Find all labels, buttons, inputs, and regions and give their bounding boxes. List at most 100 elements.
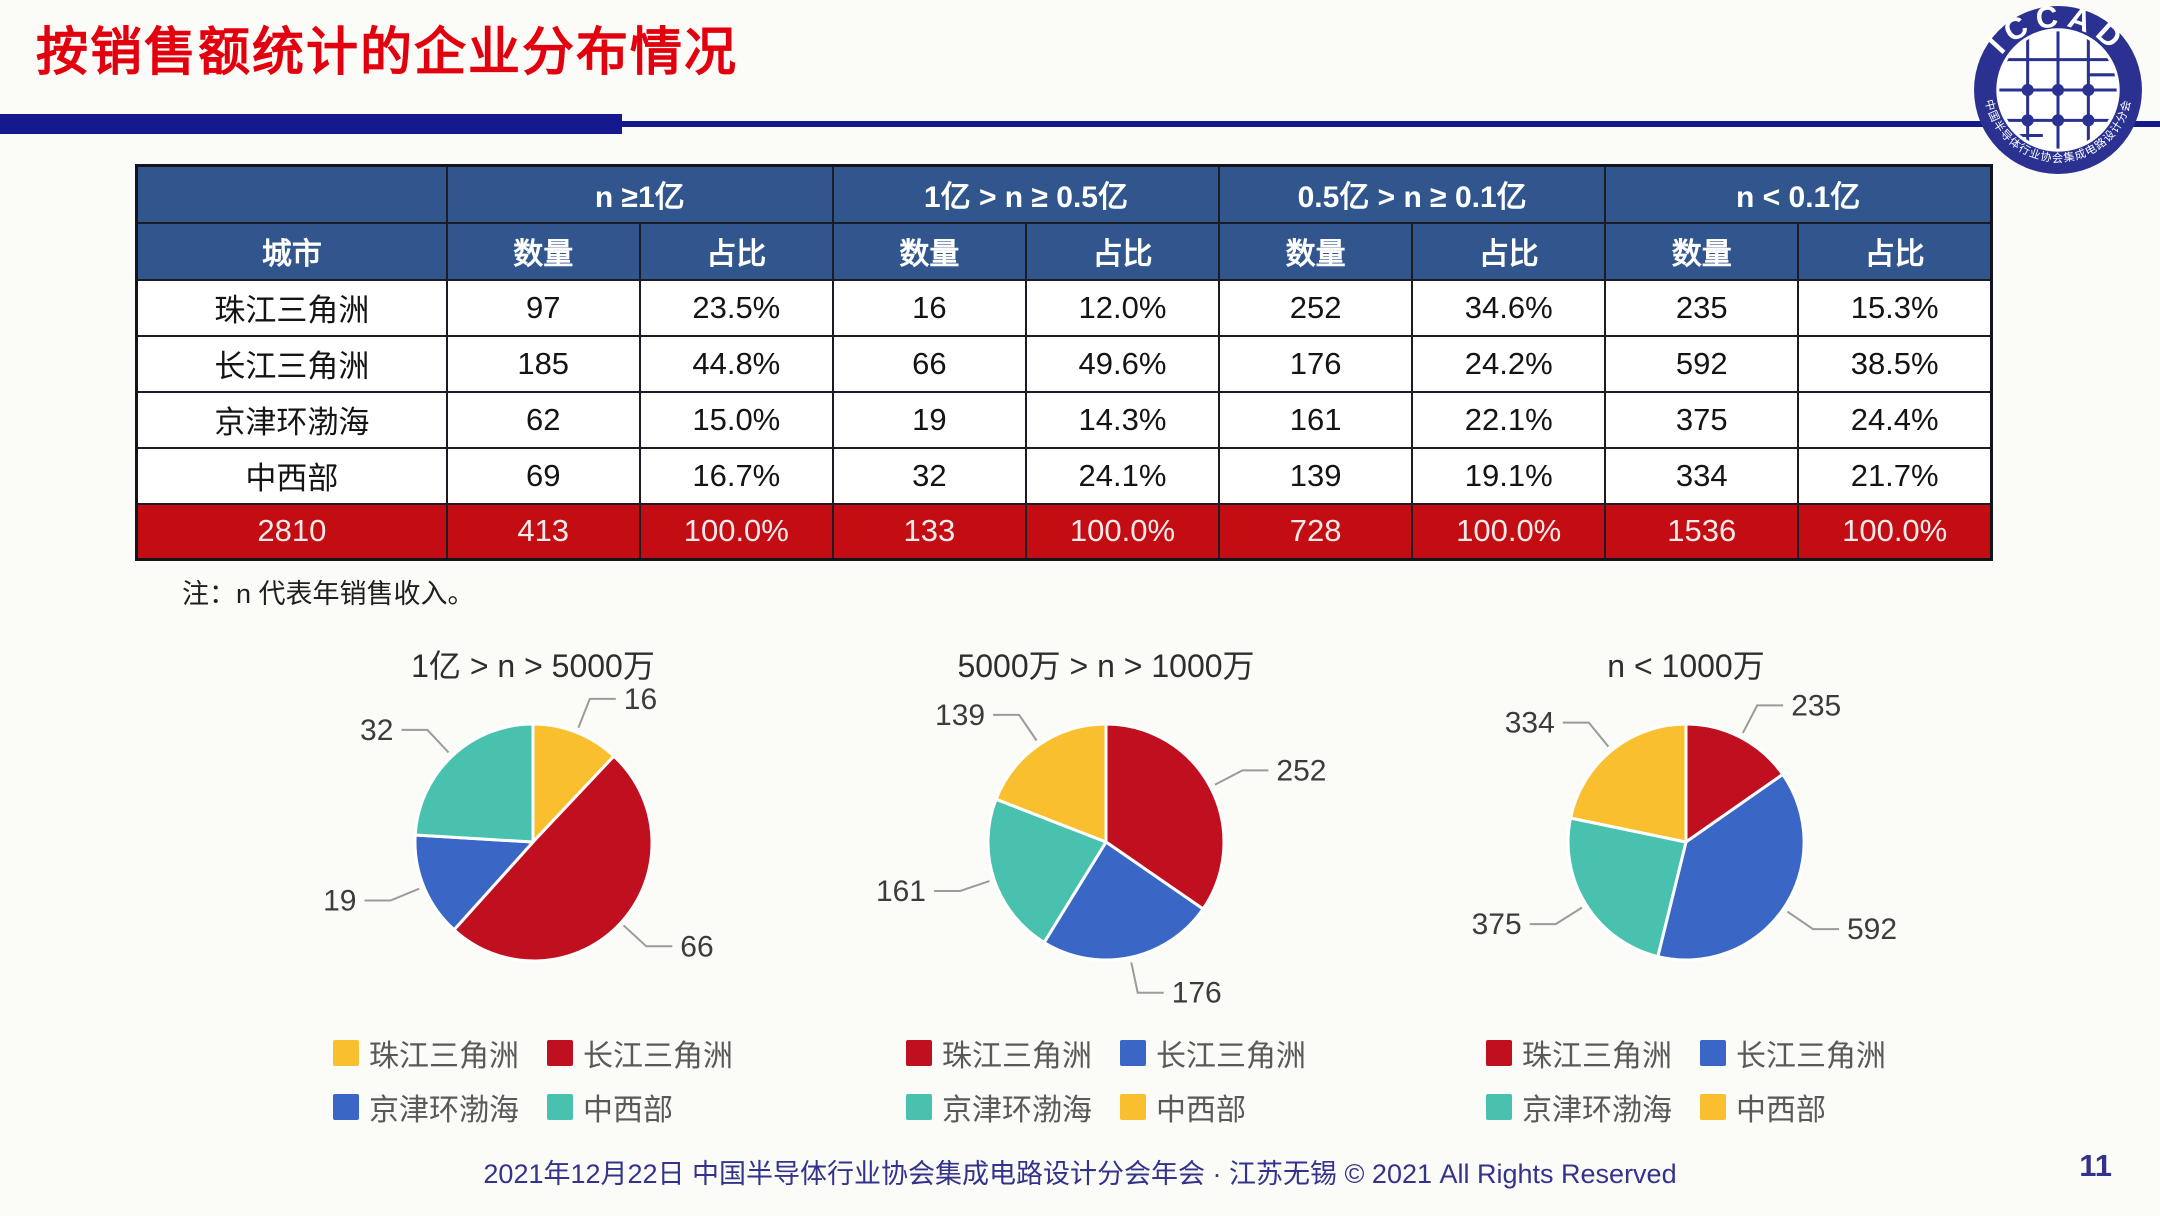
table-subheader-count-1: 数量	[831, 221, 1027, 281]
legend-item-珠江三角洲: 珠江三角洲	[333, 1031, 519, 1075]
legend-label: 中西部	[1156, 1094, 1246, 1127]
pie-value-label: 592	[1847, 913, 1897, 946]
table-subheader-share-3: 占比	[1797, 221, 1993, 281]
pie-slice-京津环渤海	[986, 797, 1108, 944]
table-cell-r1c6: 592	[1604, 334, 1800, 393]
legend-label: 中西部	[583, 1094, 673, 1127]
table-city-header: 城市	[135, 221, 448, 281]
pie-svg-1: 252 176 161 139	[876, 699, 1327, 1010]
legend-item-长江三角洲: 长江三角洲	[1700, 1031, 1886, 1075]
table-cell-r0c4: 252	[1218, 278, 1414, 337]
table-cell-r1c7: 38.5%	[1797, 334, 1993, 393]
pie-callout-line	[993, 713, 1038, 742]
pie-slice-珠江三角洲	[1684, 722, 1785, 844]
table-total-c5: 100.0%	[1411, 502, 1607, 561]
table-cell-r2c7: 24.4%	[1797, 390, 1993, 449]
legend-label: 珠江三角洲	[942, 1040, 1092, 1073]
table-cell-r2c4: 161	[1218, 390, 1414, 449]
page-number: 11	[2079, 1148, 2112, 1183]
table-cell-r1c1: 44.8%	[638, 334, 834, 393]
pie-chart-3: n < 1000万 235 592 375 334 珠江三角洲 长江三角洲 京津环渤海 中西…	[1366, 645, 2006, 1129]
table-subheader-count-3: 数量	[1604, 221, 1800, 281]
legend-label: 中西部	[1736, 1094, 1826, 1127]
legend-swatch-icon	[333, 1094, 359, 1120]
legend-label: 珠江三角洲	[1522, 1040, 1672, 1073]
title-underline-thin	[622, 121, 2160, 127]
table-cell-r0c3: 12.0%	[1024, 278, 1221, 337]
legend-label: 珠江三角洲	[369, 1040, 519, 1073]
legend-swatch-icon	[1120, 1094, 1146, 1120]
table-cell-r3c7: 21.7%	[1797, 446, 1993, 505]
table-cell-city: 中西部	[135, 446, 448, 505]
pie-callout-line	[934, 880, 990, 892]
table-cell-r2c6: 375	[1604, 390, 1800, 449]
legend-item-中西部: 中西部	[547, 1085, 733, 1129]
pie-callout-line	[1786, 910, 1839, 931]
table-group-header-3: n < 0.1亿	[1604, 164, 1993, 224]
table-cell-r2c3: 14.3%	[1024, 390, 1221, 449]
pie-chart-3-title: n < 1000万	[1607, 648, 1765, 684]
legend-item-珠江三角洲: 珠江三角洲	[906, 1031, 1092, 1075]
pie-value-label: 66	[680, 930, 713, 963]
pie-chart-3-plot: 235 592 375 334	[1366, 687, 2006, 1017]
pie-value-label: 235	[1791, 689, 1841, 722]
table-group-header-1: 1亿 > n ≥ 0.5亿	[831, 164, 1221, 224]
table-cell-r0c2: 16	[831, 278, 1027, 337]
legend-label: 京津环渤海	[1522, 1094, 1672, 1127]
legend-swatch-icon	[1700, 1094, 1726, 1120]
legend-label: 长江三角洲	[583, 1040, 733, 1073]
legend-item-长江三角洲: 长江三角洲	[1120, 1031, 1306, 1075]
page-title: 按销售额统计的企业分布情况	[36, 24, 739, 82]
table-cell-r0c1: 23.5%	[638, 278, 834, 337]
legend-item-京津环渤海: 京津环渤海	[333, 1085, 519, 1129]
pie-chart-2-plot: 252 176 161 139	[786, 687, 1426, 1017]
table-row-京津环渤海: 京津环渤海 62 15.0% 19 14.3% 161 22.1% 375 24.4%	[135, 390, 1993, 449]
pie-chart-1-legend: 珠江三角洲 长江三角洲京津环渤海 中西部	[213, 1031, 853, 1129]
table-cell-r0c7: 15.3%	[1797, 278, 1993, 337]
pie-slice-中西部	[413, 722, 535, 844]
table-note: 注：n 代表年销售收入。	[182, 579, 475, 609]
table-cell-r3c1: 16.7%	[638, 446, 834, 505]
table-cell-r2c2: 19	[831, 390, 1027, 449]
pie-chart-3-legend: 珠江三角洲 长江三角洲京津环渤海 中西部	[1366, 1031, 2006, 1129]
footer-text: 2021年12月22日 中国半导体行业协会集成电路设计分会年会 · 江苏无锡 ©…	[483, 1159, 1677, 1189]
table-subheader-share-1: 占比	[1024, 221, 1221, 281]
legend-swatch-icon	[333, 1040, 359, 1066]
table-header: n ≥1亿 1亿 > n ≥ 0.5亿 0.5亿 > n ≥ 0.1亿 n < 0.1…	[135, 164, 1993, 281]
pie-value-label: 16	[624, 687, 657, 716]
pie-value-label: 19	[323, 885, 356, 918]
legend-swatch-icon	[906, 1094, 932, 1120]
table-total-c2: 133	[831, 502, 1027, 561]
table-corner-cell	[135, 164, 448, 224]
table-row-长江三角洲: 长江三角洲 185 44.8% 66 49.6% 176 24.2% 592 38.5%	[135, 334, 1993, 393]
table-total-row: 2810 413 100.0% 133 100.0% 728 100.0% 1536 100.0…	[135, 502, 1993, 561]
table-cell-r1c5: 24.2%	[1411, 334, 1607, 393]
title-underline-thick	[0, 114, 622, 134]
table-total-c1: 100.0%	[638, 502, 834, 561]
pie-callout-line	[1742, 704, 1784, 734]
table-cell-city: 京津环渤海	[135, 390, 448, 449]
legend-swatch-icon	[1486, 1094, 1512, 1120]
legend-item-中西部: 中西部	[1700, 1085, 1886, 1129]
table-cell-r3c6: 334	[1604, 446, 1800, 505]
pie-chart-2-legend: 珠江三角洲 长江三角洲 京津环渤海 中西部	[786, 1031, 1426, 1129]
table-subheader-count-2: 数量	[1218, 221, 1414, 281]
table-cell-r1c2: 66	[831, 334, 1027, 393]
table-total-city: 2810	[135, 502, 448, 561]
legend-label: 长江三角洲	[1736, 1040, 1886, 1073]
pie-slice-中西部	[994, 722, 1108, 844]
pie-callout-line	[622, 924, 673, 948]
pie-value-label: 32	[360, 714, 393, 747]
stats-table-wrap: n ≥1亿 1亿 > n ≥ 0.5亿 0.5亿 > n ≥ 0.1亿 n < 0.1…	[135, 164, 1993, 561]
table-cell-r2c1: 15.0%	[638, 390, 834, 449]
pie-chart-1: 1亿 > n > 5000万 16 66 19 32 珠江三角洲 长江三角洲 京津环渤海 中…	[213, 645, 853, 1129]
pie-callout-line	[577, 697, 616, 729]
pie-svg-0: 16 66 19 32	[323, 687, 714, 963]
table-cell-r2c0: 62	[445, 390, 641, 449]
pie-slice-长江三角洲	[1656, 772, 1806, 962]
pie-slice-长江三角洲	[1042, 840, 1205, 962]
pie-callout-line	[401, 728, 450, 754]
table-cell-r1c3: 49.6%	[1024, 334, 1221, 393]
table-group-header-0: n ≥1亿	[445, 164, 834, 224]
